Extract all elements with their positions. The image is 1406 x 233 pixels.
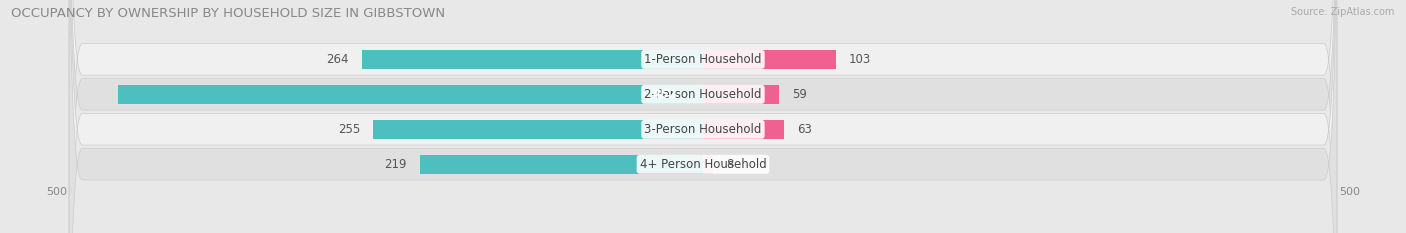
Text: 255: 255 xyxy=(337,123,360,136)
Text: OCCUPANCY BY OWNERSHIP BY HOUSEHOLD SIZE IN GIBBSTOWN: OCCUPANCY BY OWNERSHIP BY HOUSEHOLD SIZE… xyxy=(11,7,446,20)
Bar xyxy=(703,50,837,69)
Text: 4+ Person Household: 4+ Person Household xyxy=(640,158,766,171)
Text: 452: 452 xyxy=(652,88,678,101)
Bar xyxy=(373,120,703,139)
Text: Source: ZipAtlas.com: Source: ZipAtlas.com xyxy=(1291,7,1395,17)
Text: 1-Person Household: 1-Person Household xyxy=(644,53,762,66)
FancyBboxPatch shape xyxy=(69,0,1337,233)
Text: 3-Person Household: 3-Person Household xyxy=(644,123,762,136)
Text: 8: 8 xyxy=(727,158,734,171)
FancyBboxPatch shape xyxy=(69,0,1337,233)
FancyBboxPatch shape xyxy=(69,0,1337,233)
Bar xyxy=(703,85,779,104)
Text: 103: 103 xyxy=(849,53,872,66)
Text: 59: 59 xyxy=(792,88,807,101)
FancyBboxPatch shape xyxy=(69,0,1337,233)
Text: 219: 219 xyxy=(384,158,406,171)
Bar xyxy=(361,50,703,69)
Text: 2-Person Household: 2-Person Household xyxy=(644,88,762,101)
Bar xyxy=(118,85,703,104)
Bar xyxy=(703,155,713,174)
Text: 264: 264 xyxy=(326,53,349,66)
Bar xyxy=(420,155,703,174)
Text: 63: 63 xyxy=(797,123,813,136)
Bar xyxy=(703,120,785,139)
